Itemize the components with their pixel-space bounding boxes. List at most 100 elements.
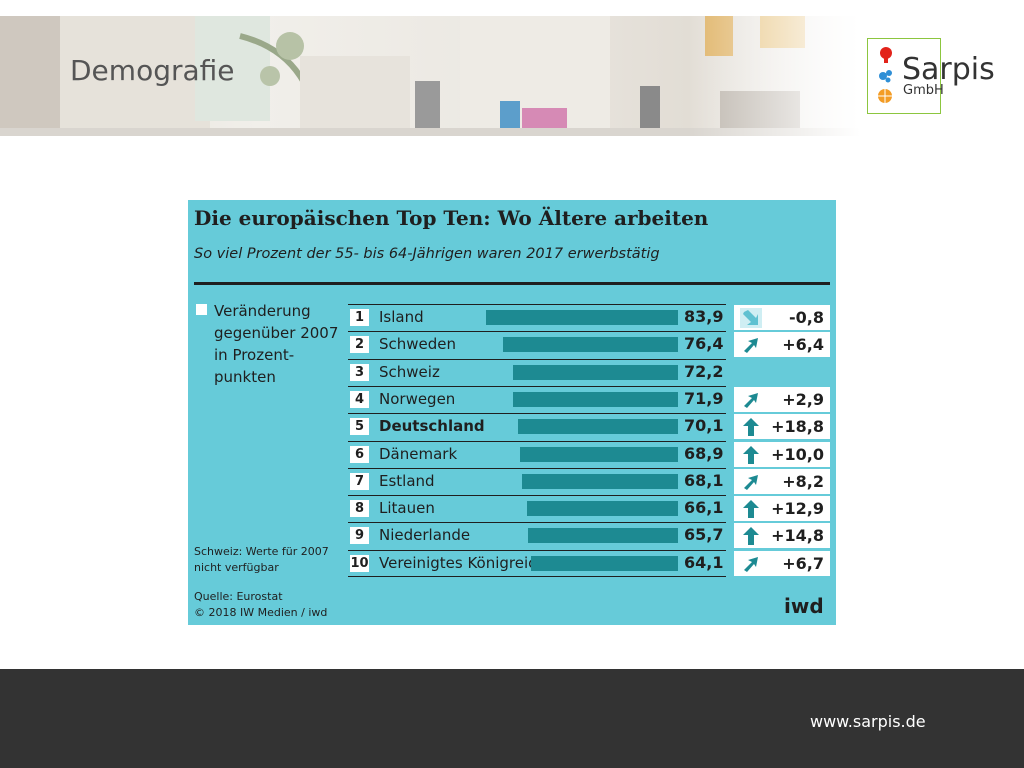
footer-url-link[interactable]: www.sarpis.de (810, 712, 926, 731)
bar-row: 8 Litauen 66,1 (348, 495, 726, 522)
bar-value-label: 83,9 (684, 307, 724, 326)
chart-subtitle: So viel Prozent der 55- bis 64-Jährigen … (194, 246, 660, 262)
bar-value-label: 68,9 (684, 443, 724, 463)
row-divider (348, 440, 726, 442)
logo-subtitle: GmbH (903, 83, 944, 98)
iwd-logo: iwd (784, 594, 824, 618)
bar-value-label: 76,4 (684, 334, 724, 354)
bar-1 (486, 310, 678, 325)
rank-badge: 5 (350, 418, 369, 436)
bar-2 (503, 337, 678, 353)
bar-row: 7 Estland 68,1 (348, 467, 726, 495)
bar-value-label: 68,1 (684, 470, 724, 490)
logo-wordmark: Sarpis (902, 52, 995, 87)
banner-fade-overlay (0, 16, 860, 136)
chart-note: Schweiz: Werte für 2007 nicht verfügbar (194, 545, 329, 574)
country-label: Vereinigtes Königreich (379, 553, 546, 572)
infographic-chart: Die europäischen Top Ten: Wo Ältere arbe… (188, 200, 836, 625)
copyright-line: © 2018 IW Medien / iwd (194, 606, 328, 619)
change-cell: +18,8 (734, 414, 830, 440)
rank-badge: 9 (350, 527, 369, 545)
rank-badge: 4 (350, 390, 369, 408)
arrow-up-right-icon (740, 472, 762, 492)
change-column: -0,8 +6,4 +2,9 +18,8 +10,0 +8,2 +12,9 +14,8 +6,7 (734, 304, 830, 580)
row-divider (348, 495, 726, 497)
country-label: Litauen (379, 499, 435, 518)
legend-swatch (196, 304, 207, 315)
bar-8 (526, 501, 678, 517)
row-divider (348, 522, 726, 524)
change-cell: -0,8 (734, 305, 830, 330)
bar-row: 1 Island 83,9 (348, 304, 726, 331)
chart-title: Die europäischen Top Ten: Wo Ältere arbe… (194, 206, 709, 230)
change-value-label: +6,4 (782, 335, 824, 355)
arrow-up-right-icon (740, 335, 762, 355)
rank-badge: 3 (350, 363, 369, 381)
bar-4 (513, 391, 678, 407)
row-divider (348, 358, 726, 360)
header-banner-photo (0, 16, 860, 136)
bar-row: 3 Schweiz 72,2 (348, 358, 726, 386)
change-value-label: +10,0 (771, 444, 824, 464)
bar-row: 10 Vereinigtes Königreich 64,1 (348, 549, 726, 577)
bar-5 (517, 419, 678, 435)
bar-value-label: 72,2 (684, 361, 724, 381)
country-label: Estland (379, 471, 435, 490)
change-cell: +6,4 (734, 332, 830, 358)
change-value-label: +18,8 (771, 417, 824, 437)
bar-3 (512, 364, 678, 380)
bar-value-label: 66,1 (684, 498, 724, 518)
row-divider (348, 385, 726, 387)
bar-chart-area: 1 Island 83,9 2 Schweden 76,4 3 Schweiz 72,2 4 Nor… (348, 304, 830, 580)
country-label: Deutschland (379, 417, 485, 436)
change-value-label: +8,2 (782, 471, 824, 491)
row-divider (348, 467, 726, 469)
arrow-down-right-icon (740, 308, 762, 328)
bar-row: 5 Deutschland 70,1 (348, 413, 726, 440)
bar-value-label: 64,1 (684, 552, 724, 572)
country-label: Niederlande (379, 526, 471, 545)
page-title: Demografie (70, 54, 235, 87)
change-value-label: -0,8 (789, 308, 824, 327)
change-value-label: +6,7 (782, 553, 824, 573)
change-cell: +8,2 (734, 468, 830, 494)
arrow-up-icon (740, 499, 762, 519)
bar-row: 2 Schweden 76,4 (348, 331, 726, 358)
bar-7 (522, 473, 678, 489)
change-value-label: +2,9 (782, 389, 824, 409)
bar-value-label: 71,9 (684, 388, 724, 408)
bar-row: 6 Dänemark 68,9 (348, 440, 726, 468)
country-label: Dänemark (379, 444, 458, 463)
change-value-label: +14,8 (771, 526, 824, 546)
row-divider (348, 331, 726, 333)
bar-10 (531, 555, 678, 571)
logo-frame (867, 38, 941, 114)
country-label: Schweden (379, 335, 457, 354)
title-divider (194, 282, 830, 285)
bar-value-label: 65,7 (684, 525, 724, 545)
rank-badge: 6 (350, 445, 369, 463)
arrow-up-right-icon (740, 554, 762, 574)
change-value-label: +12,9 (771, 499, 824, 519)
rank-badge: 1 (350, 309, 369, 326)
row-divider (348, 304, 726, 305)
rank-badge: 2 (350, 336, 369, 354)
rank-badge: 7 (350, 472, 369, 490)
rank-badge: 8 (350, 500, 369, 518)
arrow-up-right-icon (740, 390, 762, 410)
bar-value-label: 70,1 (684, 416, 724, 436)
footer-bar (0, 669, 1024, 768)
change-cell: +6,7 (734, 550, 830, 576)
country-label: Island (379, 308, 424, 326)
rank-badge: 10 (350, 554, 369, 572)
bar-row: 9 Niederlande 65,7 (348, 522, 726, 549)
country-label: Schweiz (379, 362, 440, 381)
sarpis-logo-icon (878, 47, 892, 103)
arrow-up-icon (740, 445, 762, 465)
row-divider (348, 549, 726, 551)
row-divider (348, 413, 726, 415)
change-cell: +14,8 (734, 523, 830, 549)
chart-source: Quelle: Eurostat © 2018 IW Medien / iwd (194, 589, 354, 621)
country-label: Norwegen (379, 389, 456, 408)
change-cell: +2,9 (734, 386, 830, 412)
